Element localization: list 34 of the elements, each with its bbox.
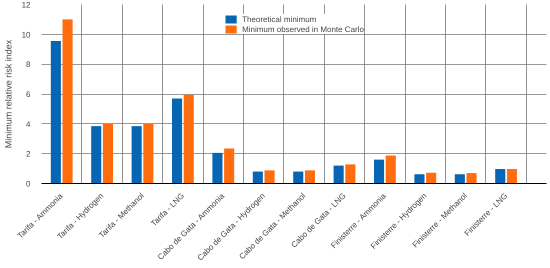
bar bbox=[304, 170, 316, 184]
y-tick-label: 6 bbox=[26, 90, 32, 99]
y-tick-label: 10 bbox=[22, 30, 32, 40]
bar bbox=[102, 124, 114, 184]
bar bbox=[132, 126, 142, 184]
bar bbox=[426, 172, 436, 184]
bar bbox=[224, 148, 234, 184]
bar bbox=[264, 170, 275, 184]
y-axis-title: Minimum relative risk index bbox=[4, 39, 14, 148]
bar bbox=[495, 169, 506, 184]
bar bbox=[91, 126, 102, 184]
bar bbox=[414, 174, 424, 184]
bar bbox=[374, 160, 384, 184]
y-tick-label: 4 bbox=[26, 120, 32, 129]
legend-label: Theoretical minimum bbox=[242, 14, 316, 24]
bar bbox=[506, 169, 518, 184]
y-tick-label: 8 bbox=[26, 60, 32, 70]
bar bbox=[62, 19, 73, 184]
legend-label: Minimum observed in Monte Carlo bbox=[242, 24, 364, 34]
bar bbox=[212, 152, 222, 184]
bar bbox=[184, 94, 194, 184]
bar bbox=[143, 124, 154, 184]
bar bbox=[50, 41, 61, 184]
y-tick-label: 12 bbox=[22, 0, 32, 10]
bar bbox=[334, 166, 344, 184]
bar bbox=[454, 174, 465, 184]
bar bbox=[386, 155, 396, 184]
bar bbox=[345, 164, 356, 184]
y-tick-label: 0 bbox=[26, 180, 32, 188]
y-tick-label: 2 bbox=[26, 150, 32, 159]
bar bbox=[293, 172, 304, 184]
bar bbox=[466, 173, 477, 184]
bar bbox=[172, 98, 182, 184]
bar bbox=[252, 172, 263, 184]
